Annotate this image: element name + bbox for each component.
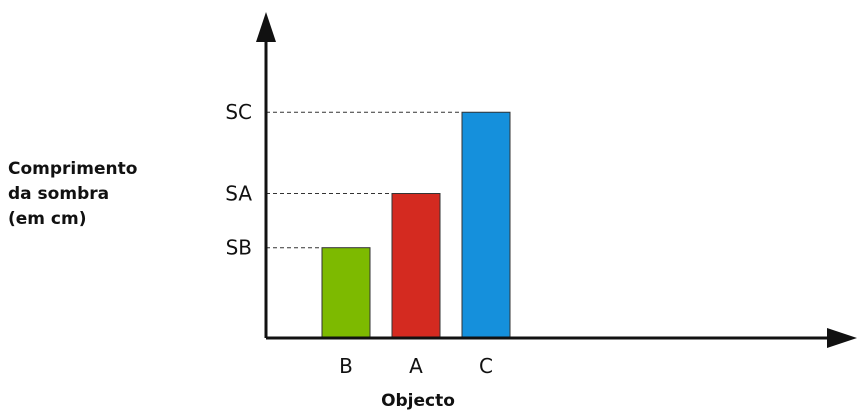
y-axis-label-line-1: Comprimento xyxy=(8,159,138,179)
x-tick-label-b: B xyxy=(339,354,353,378)
x-tick-label-a: A xyxy=(409,354,423,378)
y-tick-label-c: SC xyxy=(225,100,252,124)
y-tick-labels: SB SA SC xyxy=(225,100,252,259)
x-tick-label-c: C xyxy=(479,354,493,378)
y-tick-label-b: SB xyxy=(226,236,252,260)
y-axis-label-line-3: (em cm) xyxy=(8,209,87,229)
x-axis-arrowhead xyxy=(827,328,857,348)
bars xyxy=(321,111,511,339)
bar-c xyxy=(461,111,511,339)
y-tick-label-a: SA xyxy=(225,182,252,206)
y-axis-label: Comprimento da sombra (em cm) xyxy=(8,157,137,232)
bar-b xyxy=(321,247,371,339)
x-axis-label: Objecto xyxy=(381,391,455,411)
axes xyxy=(256,12,857,348)
bar-a xyxy=(391,193,441,339)
reference-lines xyxy=(266,111,462,249)
y-axis-label-line-2: da sombra xyxy=(8,184,110,204)
y-axis-arrowhead xyxy=(256,12,276,42)
